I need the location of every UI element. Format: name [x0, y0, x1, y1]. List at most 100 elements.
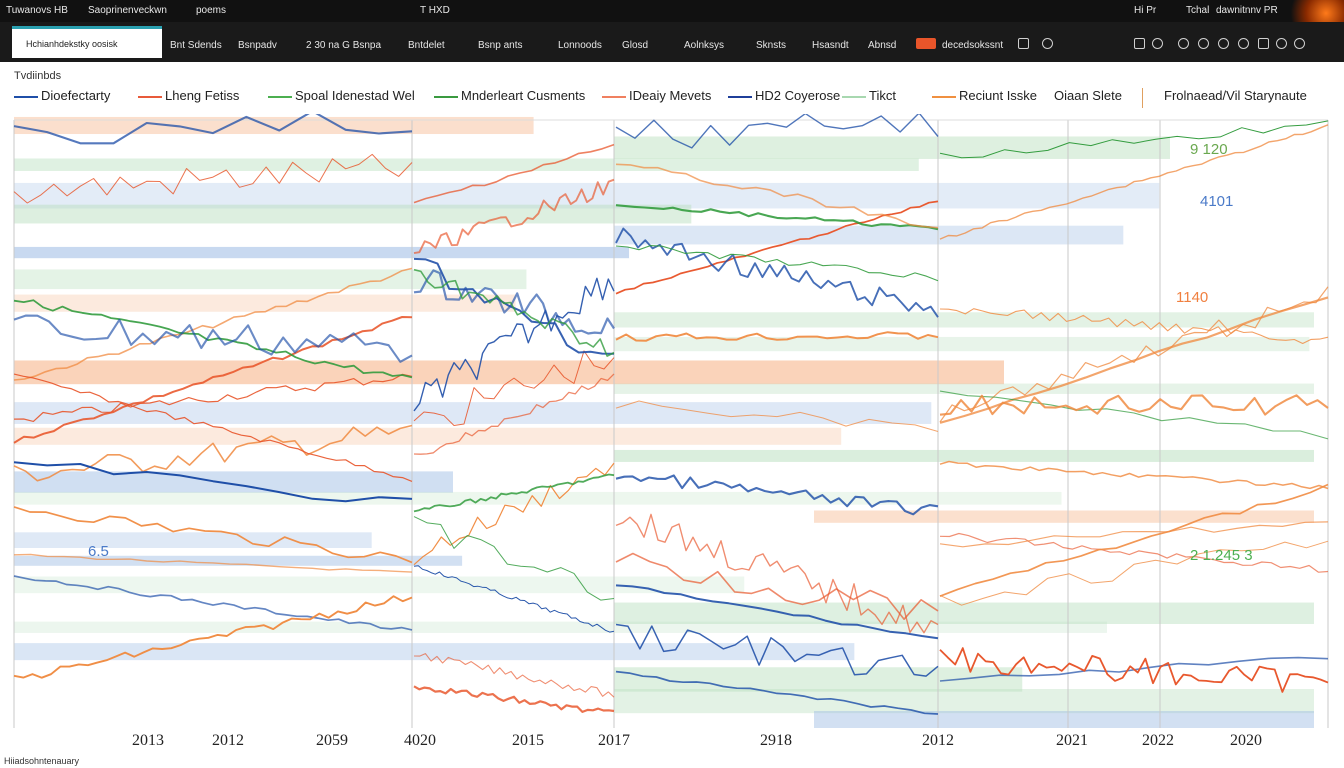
toolbar-item[interactable]: Bsnpadv [238, 40, 277, 51]
series-line [413, 473, 615, 513]
user-icon[interactable] [1178, 38, 1189, 49]
line-chart[interactable]: 9 120 4101 1140 2 1.245 3 6.5 [0, 114, 1344, 728]
tab-active[interactable]: Hchianhdekstky oosisk [12, 26, 162, 58]
legend-item[interactable]: Oiaan Slete [1054, 88, 1122, 103]
legend-label: HD2 Coyerose [755, 88, 841, 103]
grid-icon[interactable] [1018, 38, 1029, 49]
chart-band [814, 710, 1314, 728]
window-titlebar: Tuwanovs HB Saoprinenveckwn poems T HXD … [0, 0, 1344, 22]
x-tick-label: 2059 [316, 732, 348, 749]
chart-gridlines [13, 119, 1329, 728]
search-icon[interactable] [1042, 38, 1053, 49]
chart-band [14, 532, 372, 549]
toolbar-item[interactable]: Bsnp ants [478, 40, 523, 51]
legend-item[interactable]: Spoal Idenestad Wel [268, 88, 415, 103]
series-line [13, 299, 413, 379]
toolbar-item[interactable]: Bnt Sdends [170, 40, 222, 51]
legend-label: Oiaan Slete [1054, 88, 1122, 103]
series-line [413, 462, 615, 566]
series-line [615, 670, 939, 715]
x-tick-label: 2020 [1230, 732, 1262, 749]
series-line [13, 506, 413, 564]
legend-item[interactable]: Lheng Fetiss [138, 88, 239, 103]
chart-annotations: 9 120 4101 1140 2 1.245 3 6.5 [88, 141, 1253, 564]
window-icon[interactable] [1134, 38, 1145, 49]
series-line [939, 308, 1329, 345]
toolbar-item[interactable]: Lonnoods [558, 40, 602, 51]
x-tick-label: 4020 [404, 732, 436, 749]
legend-item[interactable]: Reciunt Isske [932, 88, 1037, 103]
chart-band [614, 602, 1314, 625]
legend-label: Mnderleart Cusments [461, 88, 586, 103]
chart-band [14, 269, 527, 290]
legend-item[interactable]: Frolnaead/Vil Starynaute [1164, 88, 1307, 103]
legend-label: Lheng Fetiss [165, 88, 240, 103]
series-line [413, 685, 615, 713]
titlebar-item: poems [196, 5, 227, 16]
toolbar-item[interactable]: Bntdelet [408, 40, 445, 51]
toolbar-item[interactable]: Abnsd [868, 40, 897, 51]
series-line [615, 584, 939, 640]
settings-icon[interactable] [1218, 38, 1229, 49]
series-line [13, 461, 413, 503]
titlebar-item: Tuwanovs HB [6, 5, 68, 16]
series-line [413, 653, 615, 698]
info-icon[interactable] [1152, 38, 1163, 49]
export-icon[interactable] [1258, 38, 1269, 49]
chart-band [614, 688, 1314, 714]
help-icon[interactable] [1238, 38, 1249, 49]
series-line [413, 143, 615, 204]
toolbar-item[interactable]: Sknsts [756, 40, 787, 51]
toolbar-item[interactable]: 2 30 na G Bsnpa [306, 40, 382, 51]
chart-band [14, 555, 463, 566]
legend-swatch [842, 95, 866, 98]
titlebar-item[interactable]: Tchal [1186, 5, 1210, 16]
power-icon[interactable] [1294, 38, 1305, 49]
series-line [413, 269, 615, 335]
legend-item[interactable]: Mnderleart Cusments [434, 88, 585, 103]
series-line [413, 373, 615, 455]
series-line [13, 267, 413, 381]
window-title: T HXD [420, 5, 450, 16]
footer-caption: Hiiadsohntenauary [4, 756, 80, 766]
chart-annotation: 4101 [1200, 193, 1233, 210]
legend-item[interactable]: Tikct [842, 88, 896, 103]
x-axis: 2013 2012 2059 4020 2015 2017 2918 2012 2021 2022… [0, 728, 1344, 754]
toolbar-item[interactable]: decedsokssnt [942, 40, 1004, 51]
legend-item[interactable]: Dioefectarty [14, 88, 110, 103]
toolbar-item[interactable]: Aolnksys [684, 40, 725, 51]
color-chip-icon[interactable] [916, 38, 936, 49]
series-line [615, 400, 939, 432]
series-line [413, 516, 615, 601]
titlebar-item[interactable]: Hi Pr [1134, 5, 1157, 16]
chart-band [614, 136, 1170, 159]
legend-swatch [602, 95, 626, 98]
legend-swatch [14, 95, 38, 98]
x-tick-label: 2017 [598, 732, 630, 749]
refresh-icon[interactable] [1198, 38, 1209, 49]
share-icon[interactable] [1276, 38, 1287, 49]
series-line [939, 286, 1329, 423]
toolbar-item[interactable]: Glosd [622, 40, 649, 51]
series-line [615, 114, 939, 149]
legend-swatch [138, 95, 162, 98]
chart-band [14, 491, 1062, 505]
series-line [939, 483, 1329, 597]
series-line [413, 277, 615, 412]
legend-item[interactable]: IDeaiy Mevets [602, 88, 711, 103]
legend-item[interactable]: HD2 Coyerose [728, 88, 840, 103]
chart-band [614, 336, 1310, 352]
chart-band [14, 158, 919, 171]
series-line [13, 314, 413, 363]
series-line [615, 204, 939, 231]
legend-divider [1142, 88, 1143, 108]
chart-band [14, 204, 692, 224]
legend-label: Dioefectarty [41, 88, 111, 103]
toolbar-item[interactable]: Hsasndt [812, 40, 849, 51]
series-line [615, 245, 939, 282]
titlebar-item[interactable]: dawnitnnv PR [1216, 5, 1278, 16]
series-line [939, 532, 1329, 573]
series-line [615, 163, 939, 229]
chart-annotation: 2 1.245 3 [1190, 547, 1253, 564]
chart-band [14, 182, 1160, 209]
